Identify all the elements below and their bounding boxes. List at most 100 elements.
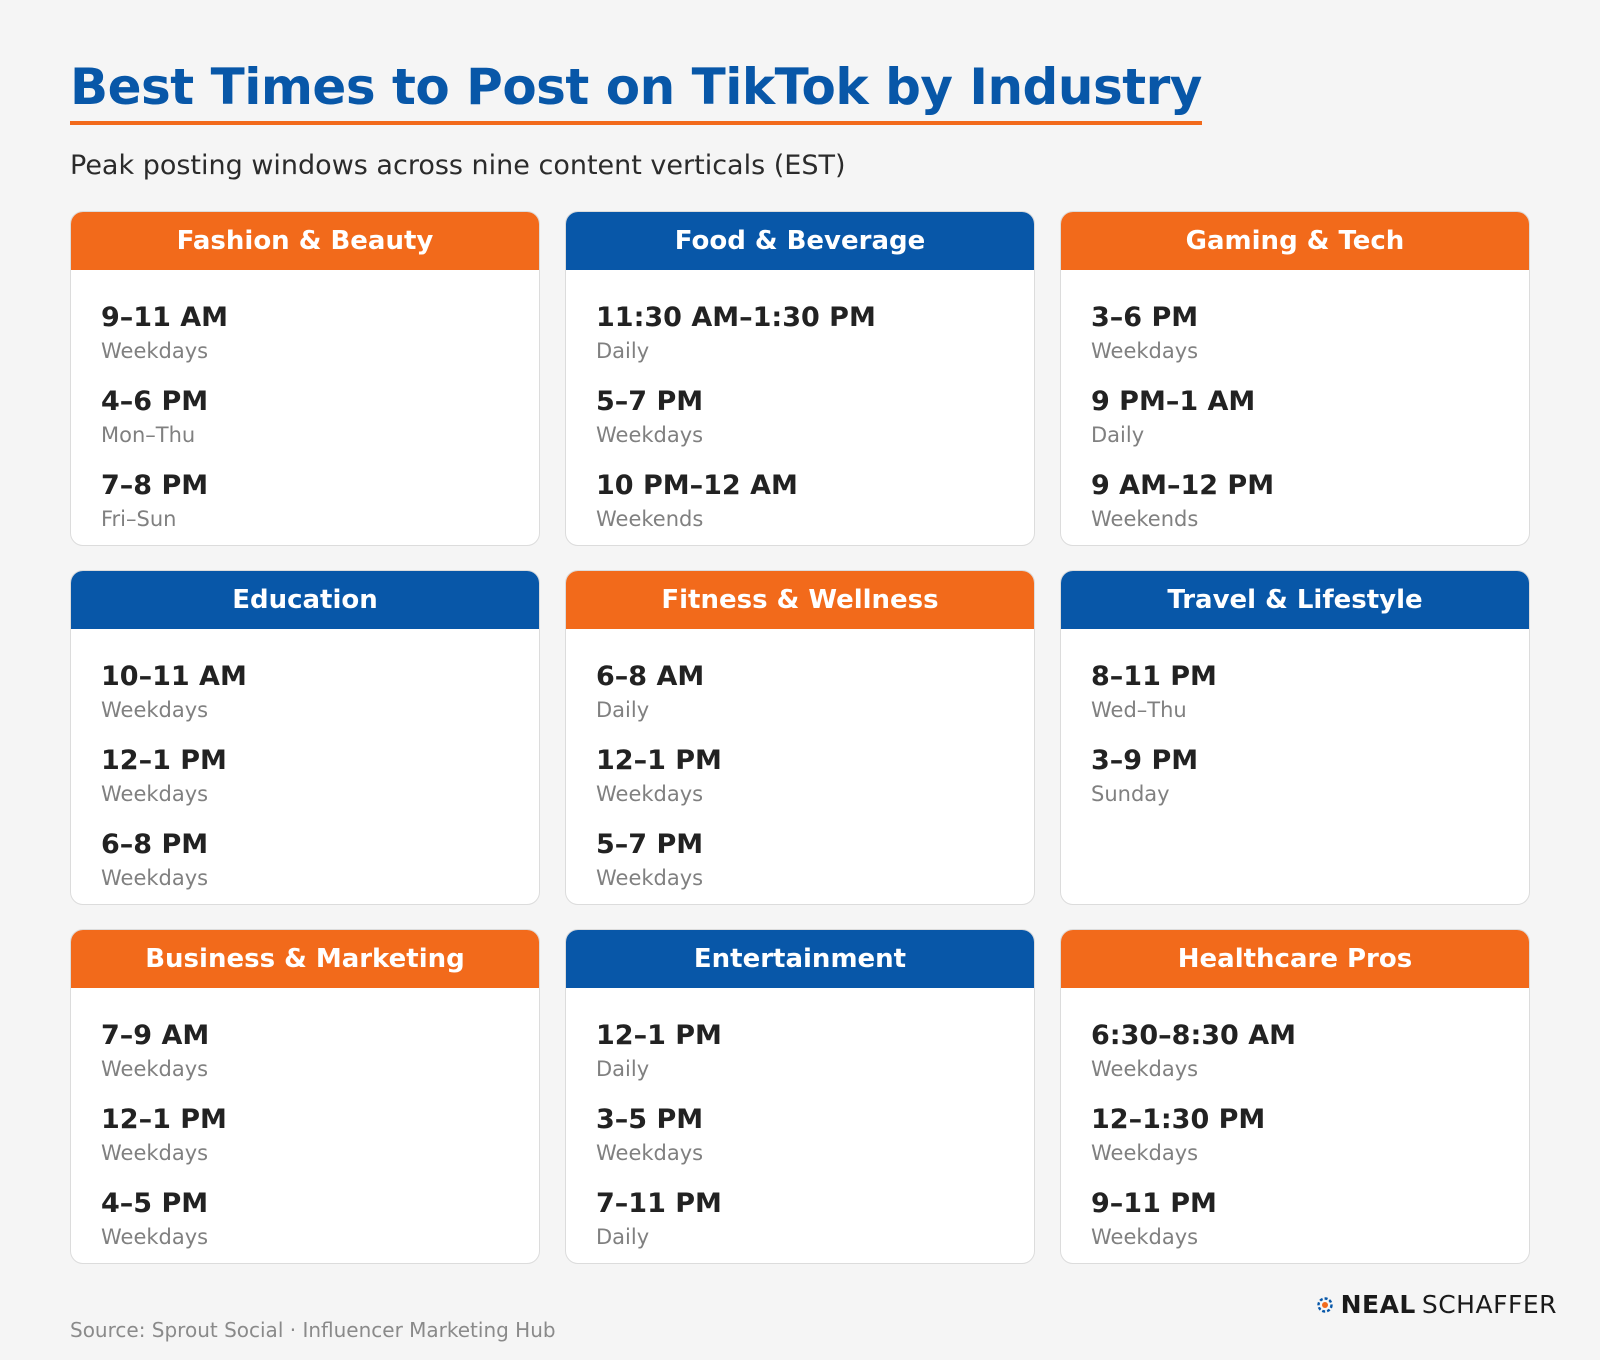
time-slot: 6–8 PM Weekdays (101, 827, 509, 904)
time-slot: 12–1 PM Weekdays (596, 743, 1004, 827)
time-slot: 7–8 PM Fri–Sun (101, 468, 509, 545)
time-slot: 12–1 PM Weekdays (101, 1102, 509, 1186)
card-header: Fashion & Beauty (71, 212, 539, 270)
time-slot: 11:30 AM–1:30 PM Daily (596, 300, 1004, 384)
time-slot: 10–11 AM Weekdays (101, 659, 509, 743)
slot-time: 9–11 AM (101, 302, 229, 333)
slot-time: 6:30–8:30 AM (1091, 1020, 1296, 1051)
industry-card: Fashion & Beauty 9–11 AM Weekdays 4–6 PM Mon… (70, 211, 540, 546)
slot-days: Daily (596, 1057, 650, 1081)
slot-time: 3–9 PM (1091, 745, 1199, 776)
gear-ring-icon (1316, 1296, 1333, 1313)
slot-time: 8–11 PM (1091, 661, 1217, 692)
card-header: Gaming & Tech (1061, 212, 1529, 270)
industry-card: Food & Beverage 11:30 AM–1:30 PM Daily 5–7 … (565, 211, 1035, 546)
industry-card: Business & Marketing 7–9 AM Weekdays 12–1 P… (70, 929, 540, 1264)
slot-days: Weekdays (596, 1141, 704, 1165)
slot-days: Fri–Sun (101, 507, 177, 531)
time-slot-list: 10–11 AM Weekdays 12–1 PM Weekdays 6–8 PM Wee… (71, 629, 539, 904)
slot-time: 12–1 PM (101, 1104, 227, 1135)
slot-time: 12–1 PM (596, 745, 722, 776)
time-slot: 7–11 PM Daily (596, 1186, 1004, 1263)
slot-days: Weekdays (1091, 339, 1199, 363)
slot-time: 6–8 PM (101, 829, 209, 860)
slot-days: Weekdays (101, 1225, 209, 1249)
slot-days: Daily (596, 1225, 650, 1249)
time-slot: 9 PM–1 AM Daily (1091, 384, 1499, 468)
slot-time: 5–7 PM (596, 829, 704, 860)
slot-time: 9–11 PM (1091, 1188, 1217, 1219)
slot-days: Weekdays (596, 423, 704, 447)
slot-time: 10 PM–12 AM (596, 470, 798, 501)
time-slot: 12–1 PM Daily (596, 1018, 1004, 1102)
industry-card: Education 10–11 AM Weekdays 12–1 PM Weekdays… (70, 570, 540, 905)
slot-days: Daily (596, 339, 650, 363)
time-slot-list: 7–9 AM Weekdays 12–1 PM Weekdays 4–5 PM Weekd… (71, 988, 539, 1263)
slot-days: Mon–Thu (101, 423, 196, 447)
time-slot: 7–9 AM Weekdays (101, 1018, 509, 1102)
slot-time: 3–5 PM (596, 1104, 704, 1135)
slot-time: 12–1 PM (101, 745, 227, 776)
time-slot: 6:30–8:30 AM Weekdays (1091, 1018, 1499, 1102)
industry-card: Travel & Lifestyle 8–11 PM Wed–Thu 3–9 PM Su… (1060, 570, 1530, 905)
industry-card: Entertainment 12–1 PM Daily 3–5 PM Weekdays 7… (565, 929, 1035, 1264)
card-header: Food & Beverage (566, 212, 1034, 270)
slot-days: Weekdays (596, 782, 704, 806)
slot-days: Wed–Thu (1091, 698, 1187, 722)
time-slot-list: 9–11 AM Weekdays 4–6 PM Mon–Thu 7–8 PM Fri–Su… (71, 270, 539, 545)
slot-days: Weekdays (101, 1057, 209, 1081)
time-slot-list: 11:30 AM–1:30 PM Daily 5–7 PM Weekdays 10 PM… (566, 270, 1034, 545)
slot-time: 4–5 PM (101, 1188, 209, 1219)
card-header: Education (71, 571, 539, 629)
time-slot: 3–5 PM Weekdays (596, 1102, 1004, 1186)
slot-time: 12–1:30 PM (1091, 1104, 1266, 1135)
time-slot-list: 8–11 PM Wed–Thu 3–9 PM Sunday (1061, 629, 1529, 827)
slot-time: 5–7 PM (596, 386, 704, 417)
source-note: Source: Sprout Social · Influencer Marke… (70, 1318, 556, 1342)
card-header: Travel & Lifestyle (1061, 571, 1529, 629)
time-slot: 12–1:30 PM Weekdays (1091, 1102, 1499, 1186)
card-header: Entertainment (566, 930, 1034, 988)
time-slot-list: 3–6 PM Weekdays 9 PM–1 AM Daily 9 AM–12 PM We… (1061, 270, 1529, 545)
time-slot: 12–1 PM Weekdays (101, 743, 509, 827)
industry-card: Healthcare Pros 6:30–8:30 AM Weekdays 12–1:… (1060, 929, 1530, 1264)
industry-grid: Fashion & Beauty 9–11 AM Weekdays 4–6 PM Mon… (70, 211, 1530, 1264)
slot-days: Weekdays (596, 866, 704, 890)
card-header: Business & Marketing (71, 930, 539, 988)
slot-time: 3–6 PM (1091, 302, 1199, 333)
industry-card: Fitness & Wellness 6–8 AM Daily 12–1 PM Week… (565, 570, 1035, 905)
slot-days: Weekends (596, 507, 704, 531)
slot-days: Weekdays (101, 698, 209, 722)
slot-time: 11:30 AM–1:30 PM (596, 302, 876, 333)
slot-days: Daily (1091, 423, 1145, 447)
page-title: Best Times to Post on TikTok by Industry (70, 60, 1202, 125)
slot-days: Weekdays (1091, 1225, 1199, 1249)
slot-time: 12–1 PM (596, 1020, 722, 1051)
page-subtitle: Peak posting windows across nine content… (70, 150, 846, 181)
time-slot: 10 PM–12 AM Weekends (596, 468, 1004, 545)
time-slot: 9–11 AM Weekdays (101, 300, 509, 384)
slot-time: 4–6 PM (101, 386, 209, 417)
brand-name-first: NEAL (1340, 1290, 1416, 1319)
card-header: Fitness & Wellness (566, 571, 1034, 629)
slot-time: 7–9 AM (101, 1020, 210, 1051)
slot-time: 10–11 AM (101, 661, 247, 692)
time-slot: 5–7 PM Weekdays (596, 384, 1004, 468)
brand-logo: NEAL SCHAFFER (1315, 1290, 1557, 1319)
slot-days: Weekdays (1091, 1141, 1199, 1165)
card-header: Healthcare Pros (1061, 930, 1529, 988)
slot-time: 7–8 PM (101, 470, 209, 501)
slot-time: 7–11 PM (596, 1188, 722, 1219)
slot-days: Weekdays (101, 866, 209, 890)
brand-name-last: SCHAFFER (1421, 1290, 1557, 1319)
time-slot-list: 6:30–8:30 AM Weekdays 12–1:30 PM Weekdays 9–… (1061, 988, 1529, 1263)
slot-days: Weekdays (101, 1141, 209, 1165)
time-slot: 4–5 PM Weekdays (101, 1186, 509, 1263)
time-slot: 9 AM–12 PM Weekends (1091, 468, 1499, 545)
slot-time: 9 PM–1 AM (1091, 386, 1256, 417)
slot-days: Weekdays (101, 782, 209, 806)
slot-days: Weekdays (101, 339, 209, 363)
slot-time: 9 AM–12 PM (1091, 470, 1275, 501)
time-slot: 3–9 PM Sunday (1091, 743, 1499, 827)
